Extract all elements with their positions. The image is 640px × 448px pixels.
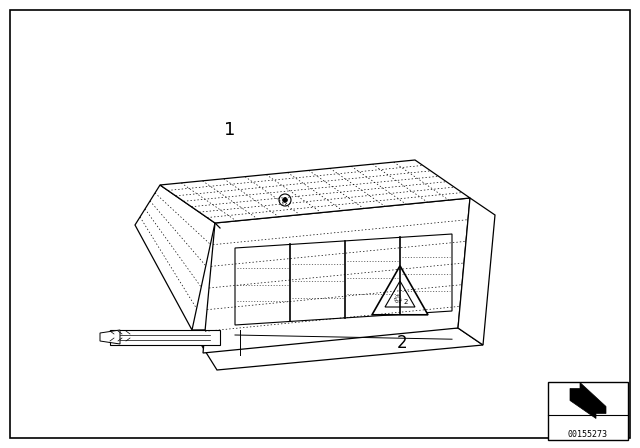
Polygon shape: [385, 281, 415, 307]
Text: 1: 1: [224, 121, 236, 139]
Polygon shape: [135, 185, 215, 330]
Text: ♲: ♲: [392, 296, 402, 306]
Polygon shape: [235, 234, 452, 325]
Text: 2: 2: [404, 299, 408, 305]
Circle shape: [279, 194, 291, 206]
Polygon shape: [372, 266, 428, 315]
Polygon shape: [570, 383, 606, 418]
Text: 00155273: 00155273: [568, 430, 608, 439]
Polygon shape: [203, 198, 470, 353]
Polygon shape: [458, 198, 495, 345]
Polygon shape: [192, 328, 483, 370]
Polygon shape: [110, 330, 220, 345]
Circle shape: [283, 198, 287, 202]
Polygon shape: [160, 160, 470, 223]
Bar: [548, 382, 628, 440]
Polygon shape: [100, 330, 120, 344]
Text: 2: 2: [397, 334, 407, 352]
